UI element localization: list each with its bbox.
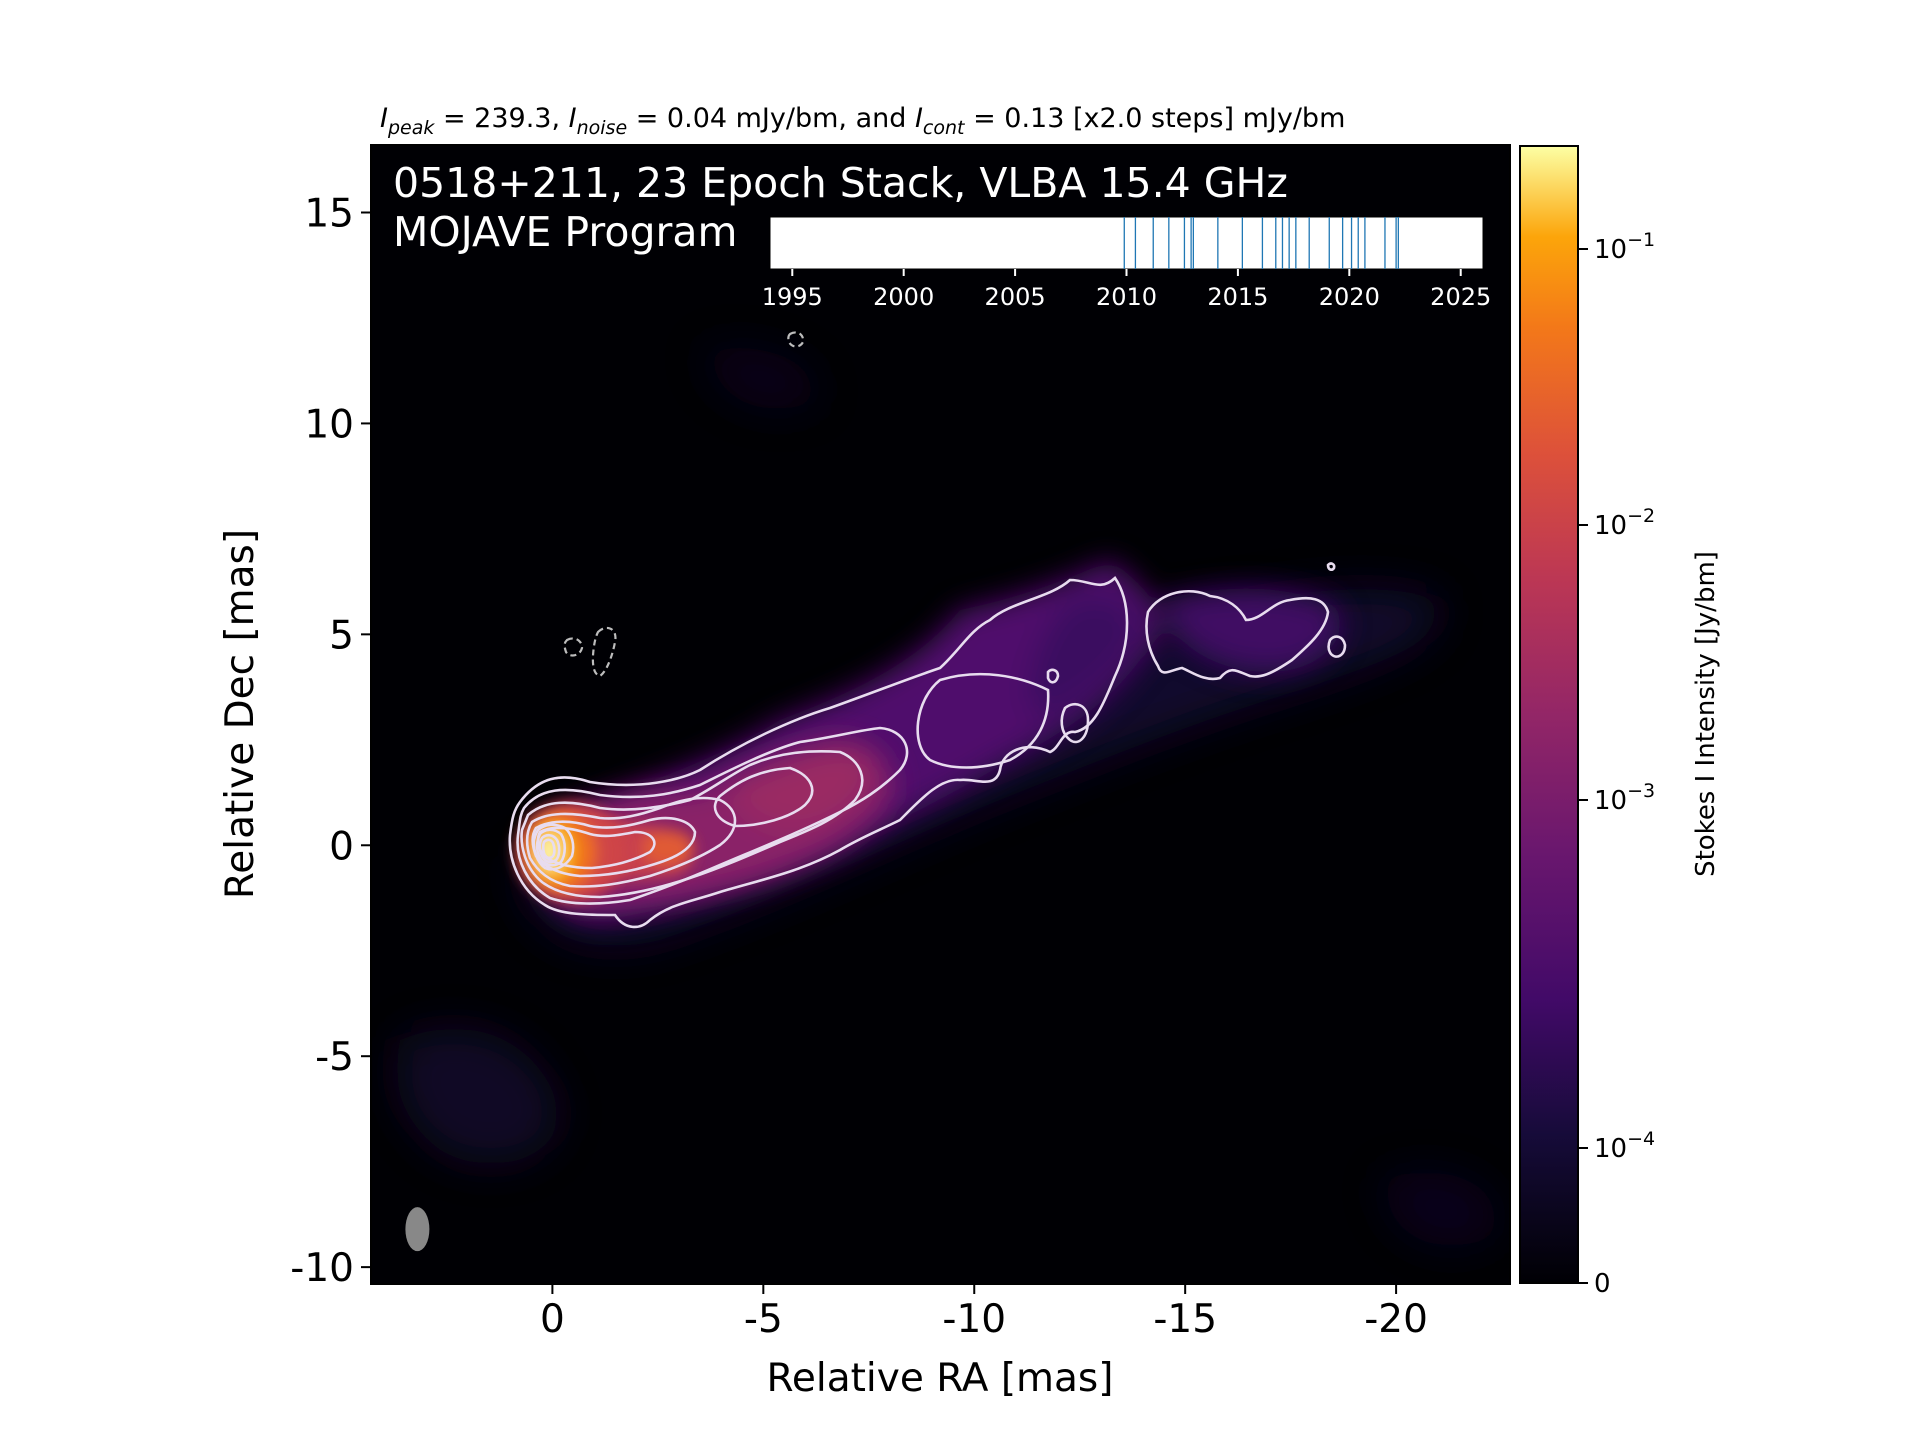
y-tick-label: -5 [315,1035,354,1080]
epoch-timeline-ticks: 1995 2000 2005 2010 2015 2020 2025 [762,269,1491,311]
timeline-tick-label: 2000 [873,283,934,311]
subtitle-peak-symbol: I [380,103,388,134]
chart-title-line2: MOJAVE Program [393,208,737,256]
negative-contour-3 [787,331,805,348]
x-tick-label: -15 [1153,1297,1217,1342]
contour-level-2 [516,726,909,905]
contour-level-1 [508,576,1129,929]
y-axis-label: Relative Dec [mas] [218,529,263,899]
x-tick-label: -20 [1364,1297,1428,1342]
restoring-beam [405,1207,430,1252]
y-tick-label: 15 [304,191,354,236]
epoch-timeline-background [769,216,1484,270]
subtitle-cont-value: = 0.13 [x2.0 steps] mJy/bm [964,103,1345,134]
epoch-lines [1123,217,1399,269]
contour-island-3 [1145,589,1330,681]
negative-contours [563,331,805,678]
y-tick-label: 0 [329,824,354,869]
contour-jet-knot-2 [916,672,1050,769]
colorbar-tick-label: 10−4 [1594,1128,1655,1164]
epoch-timeline-inset: 1995 2000 2005 2010 2015 2020 2025 [762,216,1491,311]
colorbar-tick-label: 10−1 [1594,229,1655,265]
y-tick-label: 10 [304,402,354,447]
contour-level-7 [532,823,575,871]
subtitle-cont-sub: cont [923,117,966,139]
colorbar-label: Stokes I Intensity [Jy/bm] [1691,551,1721,877]
timeline-tick-label: 1995 [762,283,823,311]
colorbar-ticks: 0 10−4 10−3 10−2 10−1 [1578,229,1655,1299]
x-axis: 0 -5 -10 -15 -20 [540,1284,1428,1342]
colorbar-gradient [1520,146,1578,1283]
colorbar-frame [1519,145,1579,1284]
contour-level-4 [525,796,737,888]
x-tick-label: -10 [942,1297,1006,1342]
contour-island-5 [1326,562,1336,571]
subtitle-noise-value: = 0.04 mJy/bm, and [627,103,915,134]
timeline-tick-label: 2015 [1207,283,1268,311]
contour-level-9 [538,833,561,864]
intensity-contours [508,562,1347,929]
colorbar-tick-label: 0 [1594,1269,1611,1299]
contour-jet-knot [713,766,814,828]
x-axis-label: Relative RA [mas] [767,1356,1114,1401]
timeline-tick-label: 2005 [985,283,1046,311]
timeline-tick-label: 2020 [1319,283,1380,311]
negative-contour-1 [563,637,584,657]
subtitle-peak-value: = 239.3, [434,103,568,134]
timeline-tick-label: 2010 [1096,283,1157,311]
contour-island-1 [1060,703,1090,744]
timeline-tick-label: 2025 [1430,283,1491,311]
chart-title-line1: 0518+211, 23 Epoch Stack, VLBA 15.4 GHz [393,159,1288,207]
y-tick-label: -10 [290,1246,354,1291]
plot-area [371,145,1510,1284]
y-tick-label: 5 [329,613,354,658]
colorbar: 0 10−4 10−3 10−2 10−1 Stokes I Intensity [Jy… [1519,145,1721,1299]
chart-subtitle: Ipeak = 239.3, Inoise = 0.04 mJy/bm, and… [380,103,1345,139]
subtitle-peak-sub: peak [387,117,435,139]
contour-level-10 [541,838,556,860]
y-axis: -10 -5 0 5 10 15 [290,191,371,1291]
contour-level-8 [535,828,567,867]
contour-island-2 [1046,668,1060,684]
subtitle-noise-sub: noise [577,117,628,139]
x-tick-label: 0 [540,1297,565,1342]
negative-contour-2 [591,626,617,678]
plot-frame [370,144,1511,1285]
contour-island-4 [1327,635,1347,658]
subtitle-cont-symbol: I [915,103,923,134]
x-tick-label: -5 [744,1297,783,1342]
colorbar-tick-label: 10−3 [1594,780,1655,816]
colorbar-tick-label: 10−2 [1594,505,1655,541]
subtitle-noise-symbol: I [569,103,577,134]
